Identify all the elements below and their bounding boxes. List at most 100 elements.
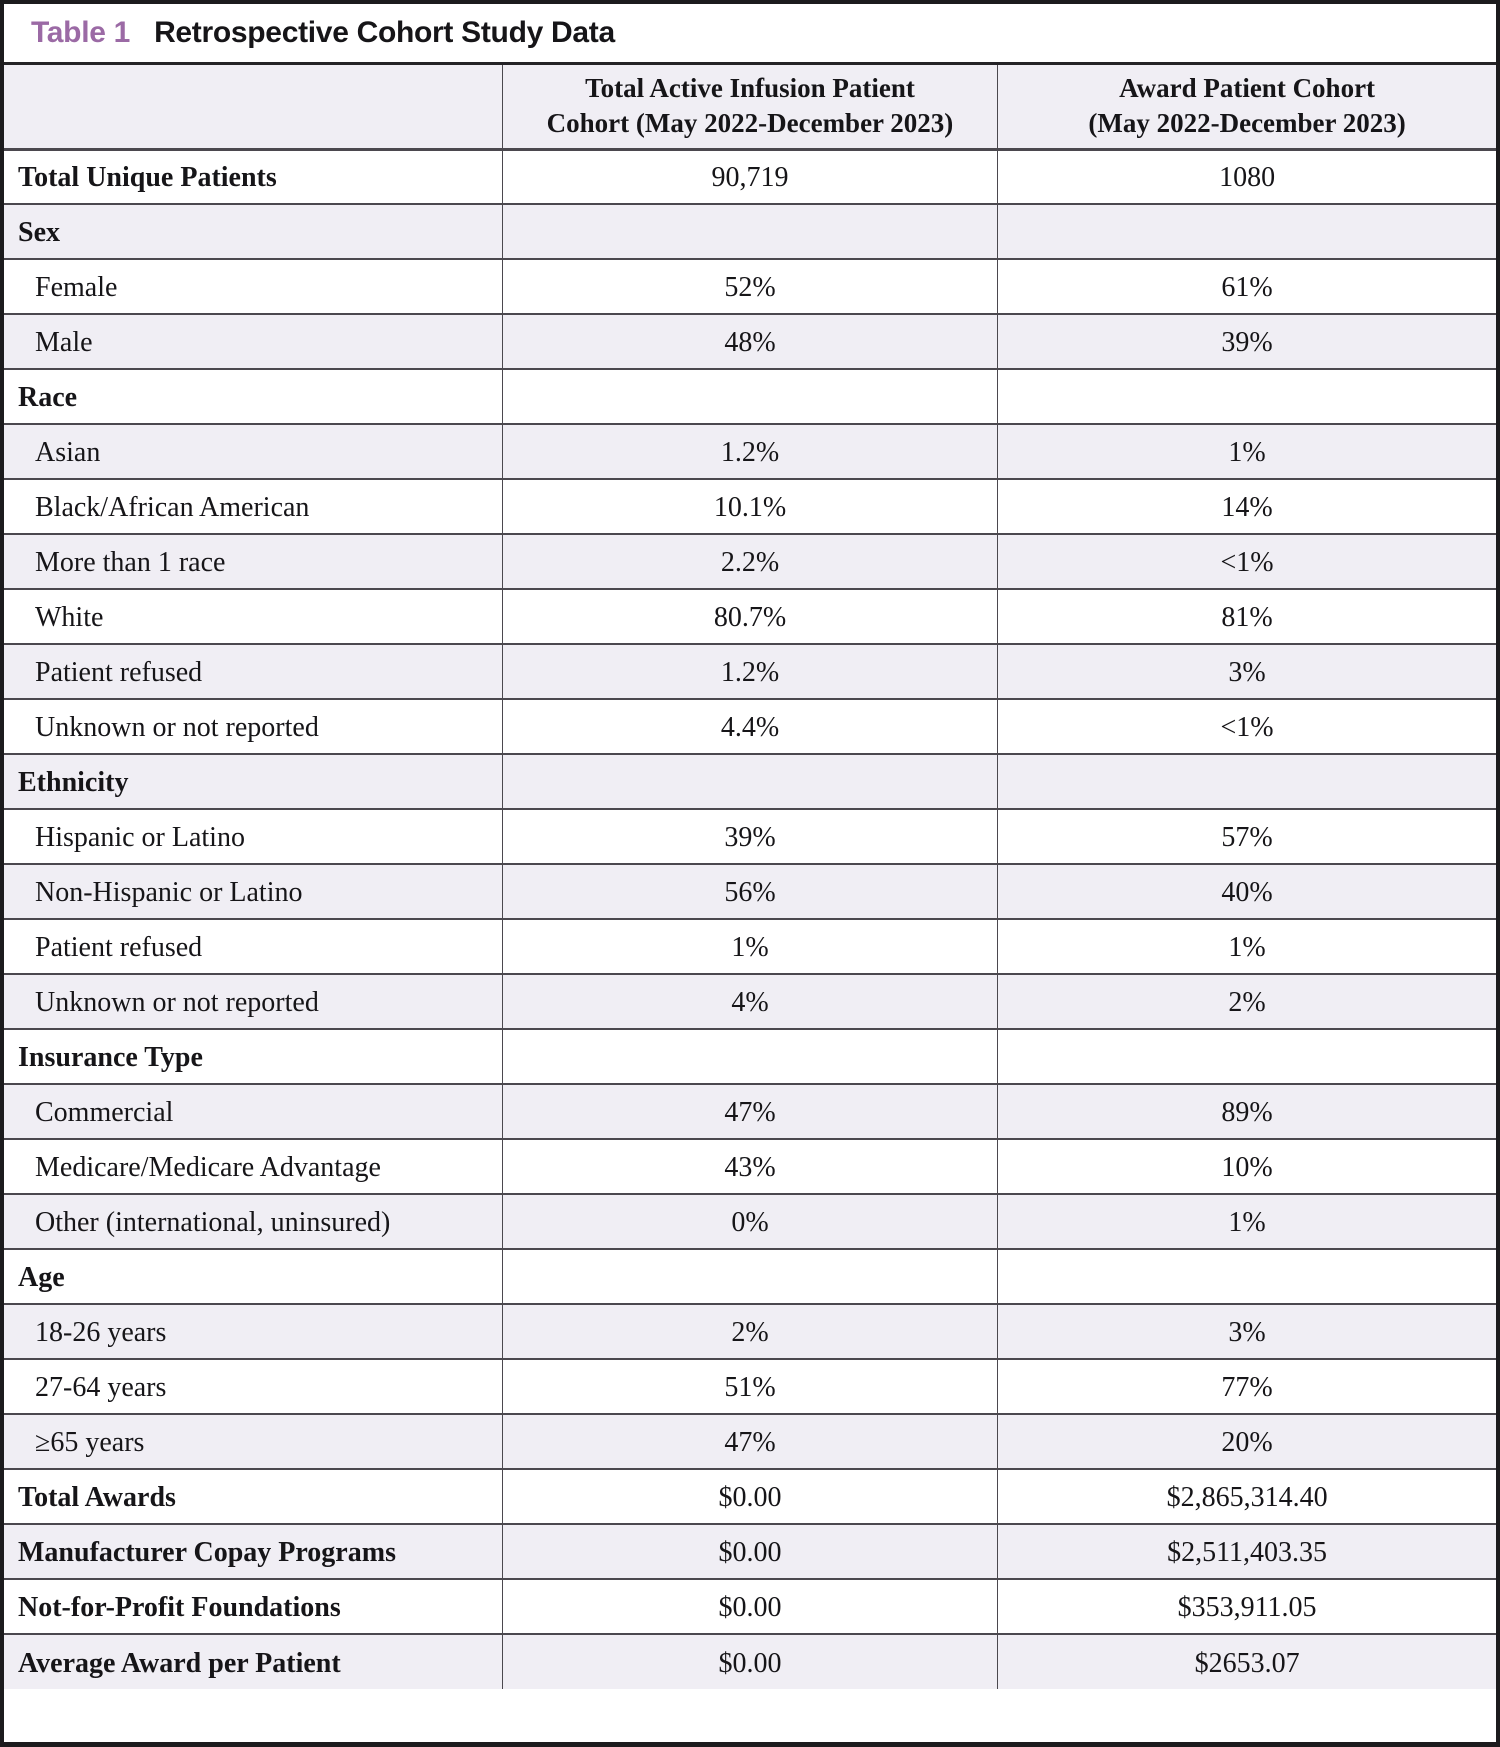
row-label: Total Awards bbox=[4, 1468, 503, 1525]
row-label: Age bbox=[4, 1248, 503, 1305]
cohort-data-table: Total Active Infusion Patient Cohort (Ma… bbox=[4, 65, 1496, 1689]
row-value: 1.2% bbox=[501, 423, 999, 480]
row-value: 10% bbox=[997, 1138, 1496, 1195]
row-value bbox=[501, 1028, 999, 1085]
row-value: 20% bbox=[997, 1413, 1496, 1470]
row-value: 57% bbox=[997, 808, 1496, 865]
table-row: Non-Hispanic or Latino 56% 40% bbox=[4, 863, 1496, 920]
table-row: ≥65 years 47% 20% bbox=[4, 1413, 1496, 1470]
row-value bbox=[501, 203, 999, 260]
row-value bbox=[997, 1028, 1496, 1085]
row-value: 47% bbox=[501, 1083, 999, 1140]
row-value bbox=[997, 753, 1496, 810]
section-row: Age bbox=[4, 1248, 1496, 1305]
row-value: 48% bbox=[501, 313, 999, 370]
row-value: 3% bbox=[997, 1303, 1496, 1360]
section-row: Race bbox=[4, 368, 1496, 425]
section-row: Ethnicity bbox=[4, 753, 1496, 810]
header-cell-empty bbox=[4, 65, 503, 151]
row-label: Race bbox=[4, 368, 503, 425]
row-value: 1% bbox=[997, 918, 1496, 975]
row-value: $2,865,314.40 bbox=[997, 1468, 1496, 1525]
table-row: Hispanic or Latino 39% 57% bbox=[4, 808, 1496, 865]
row-label: More than 1 race bbox=[4, 533, 503, 590]
header-cell-infusion-cohort: Total Active Infusion Patient Cohort (Ma… bbox=[501, 65, 999, 151]
table-row: Commercial 47% 89% bbox=[4, 1083, 1496, 1140]
row-value: 4% bbox=[501, 973, 999, 1030]
table-row: Female 52% 61% bbox=[4, 258, 1496, 315]
row-value: 2% bbox=[501, 1303, 999, 1360]
row-label: Hispanic or Latino bbox=[4, 808, 503, 865]
row-value bbox=[501, 753, 999, 810]
table-title: Retrospective Cohort Study Data bbox=[154, 16, 615, 49]
row-label: Manufacturer Copay Programs bbox=[4, 1523, 503, 1580]
table-row: 27-64 years 51% 77% bbox=[4, 1358, 1496, 1415]
row-value: 14% bbox=[997, 478, 1496, 535]
row-value: $0.00 bbox=[501, 1468, 999, 1525]
table-row: Patient refused 1.2% 3% bbox=[4, 643, 1496, 700]
table-number: Table 1 bbox=[31, 16, 131, 49]
row-value: $0.00 bbox=[501, 1523, 999, 1580]
row-value: 52% bbox=[501, 258, 999, 315]
row-value: 2% bbox=[997, 973, 1496, 1030]
row-label: Asian bbox=[4, 423, 503, 480]
row-label: 18-26 years bbox=[4, 1303, 503, 1360]
row-label: Male bbox=[4, 313, 503, 370]
row-label: Sex bbox=[4, 203, 503, 260]
row-label: Unknown or not reported bbox=[4, 973, 503, 1030]
row-label: Other (international, uninsured) bbox=[4, 1193, 503, 1250]
row-value: 10.1% bbox=[501, 478, 999, 535]
row-value: 47% bbox=[501, 1413, 999, 1470]
header-line: Total Active Infusion Patient bbox=[585, 73, 915, 104]
table-row: Average Award per Patient $0.00 $2653.07 bbox=[4, 1633, 1496, 1689]
table-row: More than 1 race 2.2% <1% bbox=[4, 533, 1496, 590]
table-row: Asian 1.2% 1% bbox=[4, 423, 1496, 480]
row-value: 77% bbox=[997, 1358, 1496, 1415]
table-body: Total Unique Patients 90,719 1080 Sex Female… bbox=[4, 148, 1496, 1689]
row-value: 1% bbox=[501, 918, 999, 975]
row-label: Patient refused bbox=[4, 918, 503, 975]
header-row: Total Active Infusion Patient Cohort (Ma… bbox=[4, 65, 1496, 151]
row-label: Average Award per Patient bbox=[4, 1633, 503, 1689]
row-value: $2653.07 bbox=[997, 1633, 1496, 1689]
row-value: 1% bbox=[997, 1193, 1496, 1250]
table-row: Black/African American 10.1% 14% bbox=[4, 478, 1496, 535]
row-value: <1% bbox=[997, 698, 1496, 755]
row-value: 39% bbox=[501, 808, 999, 865]
row-value: 1% bbox=[997, 423, 1496, 480]
table-row: Patient refused 1% 1% bbox=[4, 918, 1496, 975]
table-row: Medicare/Medicare Advantage 43% 10% bbox=[4, 1138, 1496, 1195]
row-label: Female bbox=[4, 258, 503, 315]
table-row: Total Unique Patients 90,719 1080 bbox=[4, 148, 1496, 205]
row-value: 1.2% bbox=[501, 643, 999, 700]
row-value: 43% bbox=[501, 1138, 999, 1195]
section-row: Sex bbox=[4, 203, 1496, 260]
table-row: Total Awards $0.00 $2,865,314.40 bbox=[4, 1468, 1496, 1525]
row-value: 2.2% bbox=[501, 533, 999, 590]
row-value: 4.4% bbox=[501, 698, 999, 755]
row-value bbox=[997, 1248, 1496, 1305]
row-value: <1% bbox=[997, 533, 1496, 590]
row-value: $0.00 bbox=[501, 1633, 999, 1689]
row-value: 90,719 bbox=[501, 148, 999, 205]
table-row: Unknown or not reported 4% 2% bbox=[4, 973, 1496, 1030]
row-label: Medicare/Medicare Advantage bbox=[4, 1138, 503, 1195]
row-label: Insurance Type bbox=[4, 1028, 503, 1085]
row-label: Unknown or not reported bbox=[4, 698, 503, 755]
table-row: Not-for-Profit Foundations $0.00 $353,911.… bbox=[4, 1578, 1496, 1635]
row-value: $2,511,403.35 bbox=[997, 1523, 1496, 1580]
row-value: 1080 bbox=[997, 148, 1496, 205]
table-header: Total Active Infusion Patient Cohort (Ma… bbox=[4, 65, 1496, 151]
header-line: Cohort (May 2022-December 2023) bbox=[546, 108, 954, 139]
row-value bbox=[501, 1248, 999, 1305]
row-value: 81% bbox=[997, 588, 1496, 645]
table-row: Other (international, uninsured) 0% 1% bbox=[4, 1193, 1496, 1250]
row-label: Black/African American bbox=[4, 478, 503, 535]
row-value bbox=[501, 368, 999, 425]
row-value: 39% bbox=[997, 313, 1496, 370]
table-row: Unknown or not reported 4.4% <1% bbox=[4, 698, 1496, 755]
row-value: $353,911.05 bbox=[997, 1578, 1496, 1635]
header-cell-award-cohort: Award Patient Cohort (May 2022-December … bbox=[997, 65, 1496, 151]
row-value: 40% bbox=[997, 863, 1496, 920]
